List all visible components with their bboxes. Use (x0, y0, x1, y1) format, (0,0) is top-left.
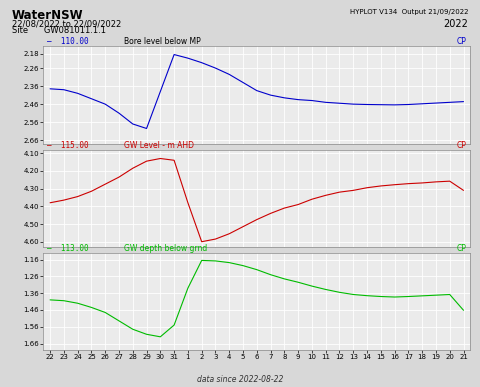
Text: —  113.00: — 113.00 (47, 244, 88, 253)
Text: CP: CP (457, 38, 467, 46)
Text: WaterNSW: WaterNSW (12, 9, 84, 22)
Text: CP: CP (457, 140, 467, 150)
Text: Site      GW081011.1.1: Site GW081011.1.1 (12, 26, 106, 35)
Text: —  110.00: — 110.00 (47, 38, 88, 46)
Text: —  115.00: — 115.00 (47, 140, 88, 150)
Text: HYPLOT V134  Output 21/09/2022: HYPLOT V134 Output 21/09/2022 (349, 9, 468, 15)
Text: Bore level below MP: Bore level below MP (124, 38, 201, 46)
Text: CP: CP (457, 244, 467, 253)
Text: 2022: 2022 (443, 19, 468, 29)
Text: GW depth below grnd: GW depth below grnd (124, 244, 208, 253)
Text: GW Level - m AHD: GW Level - m AHD (124, 140, 194, 150)
Text: data since 2022-08-22: data since 2022-08-22 (197, 375, 283, 384)
Text: 22/08/2022 to 22/09/2022: 22/08/2022 to 22/09/2022 (12, 19, 121, 28)
